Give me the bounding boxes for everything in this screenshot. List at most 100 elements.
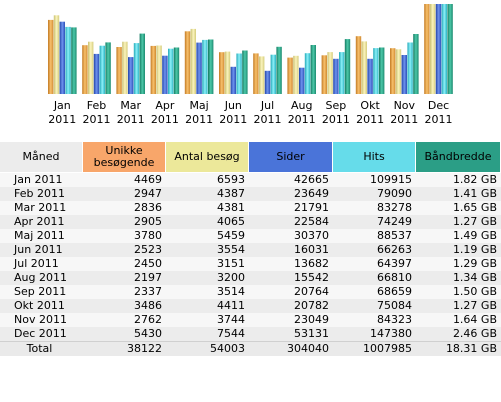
bar-bandwidth-9 [344,39,351,94]
bar-bandwidth-8 [310,45,316,94]
cell-visits: 3151 [217,257,245,270]
bar-visits-2 [88,41,94,94]
bar-unique-visitors-3 [116,47,122,94]
bar-hits-11 [407,42,413,94]
table-row: Feb 2011 2947 4387 23649 79090 1.41 GB [0,187,501,201]
cell-unique-visitors: 3486 [134,299,162,312]
bar-pages-1 [59,21,65,95]
x-tick-label: Aug 2011 [288,99,316,126]
cell-hits: 147380 [370,327,412,340]
cell-month: Aug 2011 [14,271,67,284]
cell-pages: 22584 [294,215,329,228]
bar-visits-10 [361,41,367,94]
bar-unique-visitors-8 [287,57,293,94]
cell-bandwidth: 1.41 GB [452,187,497,200]
cell-hits: 88537 [377,229,412,242]
cell-bandwidth: 1.27 GB [452,299,497,312]
cell-visits: 7544 [217,327,245,340]
cell-bandwidth: 1.49 GB [452,229,497,242]
bar-pages-5 [196,42,202,94]
cell-pages: 42665 [294,173,329,186]
cell-bandwidth: 1.64 GB [452,313,497,326]
table-row: Jan 2011 4469 6593 42665 109915 1.82 GB [0,173,501,187]
cell-visits: 5459 [217,229,245,242]
bar-hits-12 [441,4,447,94]
bar-pages-12 [435,4,442,94]
cell-unique-visitors: 2836 [134,201,162,214]
cell-visits: 3744 [217,313,245,326]
cell-hits: 109915 [370,173,412,186]
bar-visits-7 [259,56,265,94]
bar-pages-8 [299,67,305,94]
table-row: Dec 2011 5430 7544 53131 147380 2.46 GB [0,327,501,341]
x-tick-label: Nov 2011 [390,99,418,126]
cell-unique-visitors: 2947 [134,187,162,200]
bar-unique-visitors-1 [48,19,54,94]
bar-hits-10 [373,48,379,94]
table-row: Okt 2011 3486 4411 20782 75084 1.27 GB [0,299,501,313]
bar-bandwidth-4 [173,47,180,94]
bar-hits-8 [304,53,311,94]
x-tick-label: Okt 2011 [356,99,384,126]
table-row: Maj 2011 3780 5459 30370 88537 1.49 GB [0,229,501,243]
x-tick-label: Sep 2011 [322,99,350,126]
cell-visits: 6593 [217,173,245,186]
total-unique: 38122 [83,341,166,356]
bar-unique-visitors-6 [219,52,225,94]
cell-pages: 30370 [294,229,329,242]
cell-pages: 20782 [294,299,329,312]
cell-unique-visitors: 2905 [134,215,162,228]
bar-bandwidth-10 [379,47,385,94]
bar-hits-6 [236,53,242,94]
cell-pages: 21791 [294,201,329,214]
bar-unique-visitors-11 [390,48,396,94]
header-visits: Antal besøg [166,142,249,173]
x-tick-label: Jan 2011 [48,99,76,126]
bar-pages-7 [264,70,271,94]
bar-bandwidth-6 [242,50,248,94]
cell-hits: 83278 [377,201,412,214]
x-tick-label: Jul 2011 [254,99,282,126]
bar-visits-4 [156,45,162,94]
cell-month: Sep 2011 [14,285,67,298]
cell-bandwidth: 1.27 GB [452,215,497,228]
bar-hits-1 [65,26,71,94]
cell-visits: 3200 [217,271,245,284]
table-header-row: Måned Unikke besøgende Antal besøg Sider… [0,142,501,173]
cell-hits: 75084 [377,299,412,312]
cell-hits: 74249 [377,215,412,228]
cell-bandwidth: 1.29 GB [452,257,497,270]
x-tick-label: Apr 2011 [151,99,179,126]
total-hits: 1007985 [333,341,416,356]
cell-hits: 79090 [377,187,412,200]
monthly-stats-table: Måned Unikke besøgende Antal besøg Sider… [0,142,501,356]
cell-unique-visitors: 2523 [134,243,162,256]
x-tick-label: Maj 2011 [185,99,213,126]
cell-month: Okt 2011 [14,299,65,312]
cell-unique-visitors: 2197 [134,271,162,284]
header-bandwidth: Båndbredde [416,142,501,173]
bar-unique-visitors-10 [355,36,362,94]
bar-hits-5 [202,39,208,94]
cell-unique-visitors: 2450 [134,257,162,270]
cell-month: Jan 2011 [14,173,63,186]
bar-pages-9 [333,58,339,94]
bar-bandwidth-11 [413,34,419,94]
cell-visits: 4411 [217,299,245,312]
bar-unique-visitors-12 [424,4,430,94]
bar-bandwidth-7 [276,46,282,94]
bar-visits-11 [395,49,402,94]
cell-visits: 3514 [217,285,245,298]
bar-bandwidth-5 [208,39,214,94]
cell-month: Jun 2011 [14,243,63,256]
cell-visits: 4381 [217,201,245,214]
bar-pages-4 [162,55,168,94]
cell-month: Dec 2011 [14,327,67,340]
cell-unique-visitors: 5430 [134,327,162,340]
bar-pages-3 [128,57,134,94]
bar-visits-6 [224,51,231,94]
cell-month: Mar 2011 [14,201,67,214]
cell-unique-visitors: 3780 [134,229,162,242]
cell-hits: 68659 [377,285,412,298]
cell-pages: 23049 [294,313,329,326]
